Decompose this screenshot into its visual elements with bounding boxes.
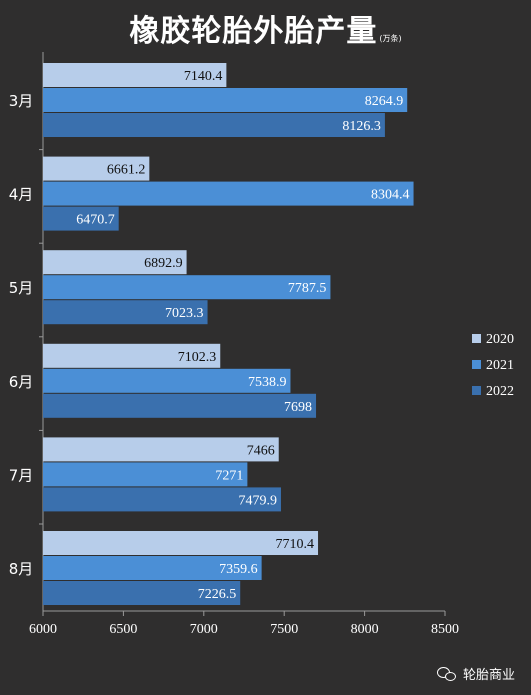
bar-value-label-2022-0: 8126.3 bbox=[342, 119, 381, 134]
category-label-0: 3月 bbox=[9, 92, 34, 110]
category-label-5: 8月 bbox=[9, 560, 34, 578]
watermark-text: 轮胎商业 bbox=[462, 668, 515, 683]
bar-2020-1 bbox=[43, 156, 150, 181]
legend-label-2020: 2020 bbox=[486, 332, 514, 347]
bar-value-label-2020-5: 7710.4 bbox=[276, 537, 315, 552]
wechat-icon bbox=[436, 666, 457, 682]
bar-value-label-2022-2: 7023.3 bbox=[165, 306, 204, 321]
bar-2021-5 bbox=[43, 556, 262, 580]
bar-2021-1 bbox=[43, 181, 414, 206]
bar-value-label-2020-1: 6661.2 bbox=[107, 163, 146, 178]
legend-label-2021: 2021 bbox=[486, 358, 514, 373]
bar-2020-3 bbox=[43, 343, 221, 368]
category-label-2: 5月 bbox=[9, 279, 34, 297]
bar-2020-4 bbox=[43, 437, 279, 462]
bar-value-label-2022-5: 7226.5 bbox=[198, 587, 237, 602]
bar-2020-0 bbox=[43, 63, 227, 87]
chart-unit: (万条) bbox=[379, 34, 402, 43]
chart-title: 橡胶轮胎外胎产量 (万条) bbox=[0, 6, 531, 50]
bar-2021-0 bbox=[43, 88, 408, 112]
bar-2022-1 bbox=[43, 206, 119, 231]
bar-value-label-2021-1: 8304.4 bbox=[371, 188, 410, 203]
legend-swatch-2021 bbox=[472, 360, 481, 369]
bar-2022-0 bbox=[43, 113, 385, 137]
watermark: 轮胎商业 bbox=[436, 664, 515, 683]
bar-value-label-2021-0: 8264.9 bbox=[365, 94, 404, 109]
bar-value-label-2020-2: 6892.9 bbox=[144, 256, 183, 271]
chart-title-text: 橡胶轮胎外胎产量 bbox=[129, 14, 378, 49]
bar-value-label-2022-3: 7698 bbox=[284, 400, 312, 415]
x-tick-label-4: 8000 bbox=[351, 622, 379, 637]
legend-swatch-2022 bbox=[472, 386, 481, 395]
bar-2020-5 bbox=[43, 531, 319, 555]
bar-value-label-2021-4: 7271 bbox=[215, 468, 243, 483]
bar-value-label-2021-2: 7787.5 bbox=[288, 281, 327, 296]
legend-label-2022: 2022 bbox=[486, 384, 514, 399]
bar-value-label-2020-4: 7466 bbox=[247, 443, 275, 458]
x-tick-label-2: 7000 bbox=[190, 622, 218, 637]
bar-value-label-2020-3: 7102.3 bbox=[178, 350, 217, 365]
bar-value-label-2021-5: 7359.6 bbox=[219, 562, 258, 577]
bar-2022-2 bbox=[43, 300, 208, 325]
category-label-4: 7月 bbox=[9, 466, 34, 484]
x-tick-label-3: 7500 bbox=[270, 622, 298, 637]
bar-value-label-2022-4: 7479.9 bbox=[238, 493, 277, 508]
legend-swatch-2020 bbox=[472, 334, 481, 343]
category-label-3: 6月 bbox=[9, 373, 34, 391]
x-tick-label-1: 6500 bbox=[109, 622, 137, 637]
bar-2021-4 bbox=[43, 462, 248, 487]
bar-2022-5 bbox=[43, 581, 241, 605]
bar-2022-3 bbox=[43, 393, 317, 418]
bar-value-label-2021-3: 7538.9 bbox=[248, 375, 287, 390]
bar-2021-2 bbox=[43, 275, 331, 300]
bar-2020-2 bbox=[43, 250, 187, 275]
x-tick-label-5: 8500 bbox=[431, 622, 459, 637]
bar-2022-4 bbox=[43, 487, 281, 512]
bar-value-label-2022-1: 6470.7 bbox=[76, 213, 115, 228]
bar-value-label-2020-0: 7140.4 bbox=[184, 69, 223, 84]
bar-2021-3 bbox=[43, 368, 291, 393]
category-label-1: 4月 bbox=[9, 186, 34, 204]
x-tick-label-0: 6000 bbox=[29, 622, 57, 637]
